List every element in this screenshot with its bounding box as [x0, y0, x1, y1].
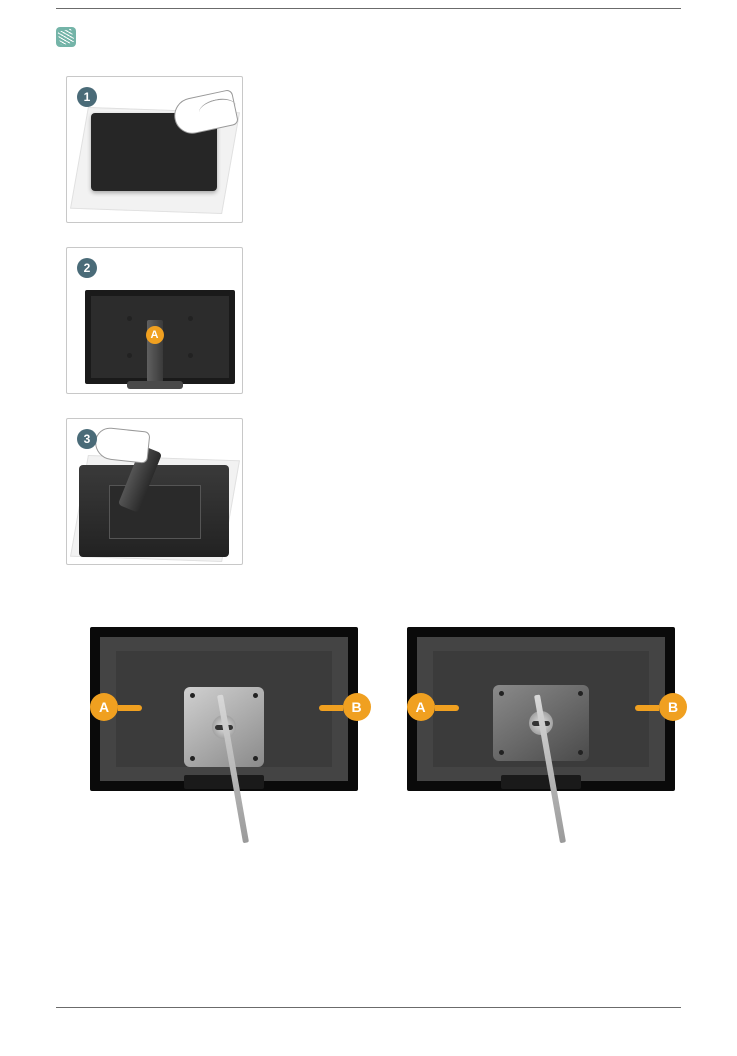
note-icon: [56, 27, 76, 47]
bracket-screw: [578, 691, 583, 696]
screw-hole: [188, 353, 193, 358]
stand-base: [127, 381, 183, 389]
assembly-step-2: 2 A: [66, 247, 243, 394]
screw-hole: [188, 316, 193, 321]
arrow-stem: [435, 705, 459, 711]
assembly-step-3: 3: [66, 418, 243, 565]
marker-a: A: [90, 693, 118, 721]
bracket-screw: [253, 756, 258, 761]
top-rule: [56, 8, 681, 9]
swivel-variant-1: A B: [74, 605, 365, 845]
swivel-diagram-row: A B A B: [56, 605, 681, 845]
bracket-screw: [253, 693, 258, 698]
marker-a: A: [407, 693, 435, 721]
step-badge-2: 2: [77, 258, 97, 278]
arrow-stem: [319, 705, 343, 711]
marker-b: B: [343, 693, 371, 721]
screw-hole: [127, 353, 132, 358]
stand-neck: A: [147, 320, 163, 382]
bracket-screw: [499, 691, 504, 696]
step-badge-1: 1: [77, 87, 97, 107]
bottom-rule: [56, 1007, 681, 1008]
screw-hole: [127, 316, 132, 321]
arrow-stem: [118, 705, 142, 711]
bracket-screw: [190, 693, 195, 698]
monitor-face-down: [79, 465, 229, 557]
bottom-grille: [501, 775, 581, 789]
marker-a-small: A: [146, 326, 164, 344]
bracket-screw: [190, 756, 195, 761]
step-badge-3: 3: [77, 429, 97, 449]
arrow-stem: [635, 705, 659, 711]
bracket-screw: [499, 750, 504, 755]
bottom-grille: [184, 775, 264, 789]
swivel-variant-2: A B: [391, 605, 682, 845]
assembly-step-1: 1: [66, 76, 243, 223]
marker-b: B: [659, 693, 687, 721]
bracket-screw: [578, 750, 583, 755]
